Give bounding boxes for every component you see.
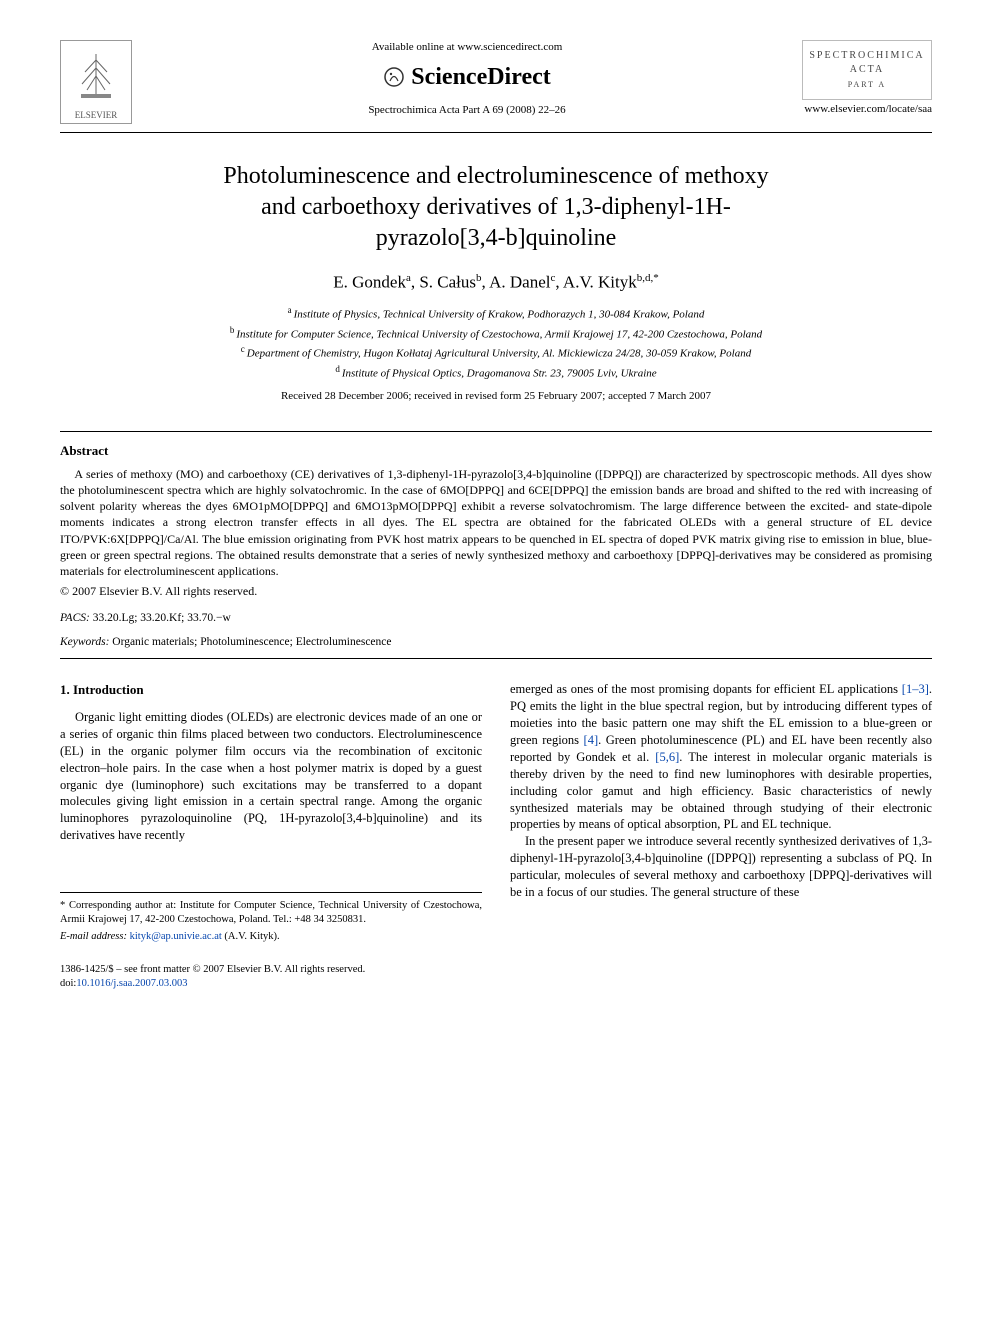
article-dates: Received 28 December 2006; received in r…	[60, 389, 932, 404]
column-right: emerged as ones of the most promising do…	[510, 681, 932, 990]
pacs-values: 33.20.Lg; 33.20.Kf; 33.70.−w	[93, 612, 231, 624]
center-header: Available online at www.sciencedirect.co…	[132, 40, 802, 118]
author-3-aff: c	[550, 272, 555, 284]
pacs-line: PACS: 33.20.Lg; 33.20.Kf; 33.70.−w	[60, 611, 932, 627]
journal-citation: Spectrochimica Acta Part A 69 (2008) 22–…	[150, 103, 784, 118]
ref-1-3[interactable]: [1–3]	[902, 682, 929, 696]
bottom-matter: 1386-1425/$ – see front matter © 2007 El…	[60, 963, 482, 991]
affiliations: aInstitute of Physics, Technical Univers…	[60, 304, 932, 382]
doi-prefix: doi:	[60, 978, 76, 989]
email-who: (A.V. Kityk).	[224, 931, 279, 942]
author-2: S. Całus	[419, 272, 476, 291]
doi-link[interactable]: 10.1016/j.saa.2007.03.003	[76, 978, 187, 989]
title-line1: Photoluminescence and electroluminescenc…	[223, 163, 768, 189]
author-4-corr: *	[653, 272, 659, 284]
journal-cover-box: SPECTROCHIMICA ACTA PART A www.elsevier.…	[802, 40, 932, 117]
pacs-label: PACS:	[60, 612, 90, 624]
abstract-body: A series of methoxy (MO) and carboethoxy…	[60, 466, 932, 579]
sciencedirect-icon	[383, 66, 405, 88]
article-title: Photoluminescence and electroluminescenc…	[100, 161, 892, 255]
abstract-top-rule	[60, 431, 932, 432]
header-rule	[60, 132, 932, 133]
keywords-values: Organic materials; Photoluminescence; El…	[112, 636, 391, 648]
author-1-aff: a	[406, 272, 411, 284]
footnotes: * Corresponding author at: Institute for…	[60, 892, 482, 945]
sciencedirect-name: ScienceDirect	[411, 61, 551, 93]
elsevier-tree-icon	[61, 41, 131, 109]
elsevier-label: ELSEVIER	[75, 109, 118, 121]
keywords-line: Keywords: Organic materials; Photolumine…	[60, 635, 932, 651]
title-line3: pyrazolo[3,4-b]quinoline	[376, 225, 617, 251]
ref-5-6[interactable]: [5,6]	[655, 750, 679, 764]
col2p1-a: emerged as ones of the most promising do…	[510, 682, 902, 696]
corr-marker: *	[60, 900, 65, 911]
keywords-label: Keywords:	[60, 636, 109, 648]
abstract-text: A series of methoxy (MO) and carboethoxy…	[60, 466, 932, 579]
available-online-text: Available online at www.sciencedirect.co…	[150, 40, 784, 55]
intro-paragraph-1: Organic light emitting diodes (OLEDs) ar…	[60, 709, 482, 844]
title-line2: and carboethoxy derivatives of 1,3-diphe…	[261, 194, 731, 220]
author-1: E. Gondek	[333, 272, 406, 291]
journal-cover-line2: ACTA	[807, 63, 927, 77]
author-2-aff: b	[476, 272, 482, 284]
locate-url[interactable]: www.elsevier.com/locate/saa	[802, 102, 932, 117]
body-columns: 1. Introduction Organic light emitting d…	[60, 681, 932, 990]
intro-paragraph-1-cont: emerged as ones of the most promising do…	[510, 681, 932, 833]
journal-cover-line1: SPECTROCHIMICA	[807, 49, 927, 63]
abstract-heading: Abstract	[60, 442, 932, 460]
authors-line: E. Gondeka, S. Całusb, A. Danelc, A.V. K…	[60, 271, 932, 295]
author-4-aff: b,d,	[637, 272, 654, 284]
elsevier-logo: ELSEVIER	[60, 40, 132, 124]
author-4: A.V. Kityk	[563, 272, 637, 291]
affil-a: Institute of Physics, Technical Universi…	[294, 309, 705, 321]
affil-c: Department of Chemistry, Hugon Kołłataj …	[247, 348, 751, 360]
column-left: 1. Introduction Organic light emitting d…	[60, 681, 482, 990]
ref-4[interactable]: [4]	[584, 733, 599, 747]
abstract-bottom-rule	[60, 658, 932, 659]
affil-b: Institute for Computer Science, Technica…	[236, 328, 762, 340]
corr-text: Corresponding author at: Institute for C…	[60, 900, 482, 925]
issn-line: 1386-1425/$ – see front matter © 2007 El…	[60, 963, 482, 977]
journal-cover-line3: PART A	[807, 80, 927, 91]
page-header: ELSEVIER Available online at www.science…	[60, 40, 932, 124]
author-3: A. Danel	[489, 272, 550, 291]
affil-d: Institute of Physical Optics, Dragomanov…	[342, 368, 657, 380]
sciencedirect-logo: ScienceDirect	[150, 61, 784, 93]
section-1-heading: 1. Introduction	[60, 681, 482, 699]
email-label: E-mail address:	[60, 931, 127, 942]
email-link[interactable]: kityk@ap.univie.ac.at	[130, 931, 222, 942]
abstract-copyright: © 2007 Elsevier B.V. All rights reserved…	[60, 583, 932, 599]
intro-paragraph-2: In the present paper we introduce severa…	[510, 833, 932, 901]
